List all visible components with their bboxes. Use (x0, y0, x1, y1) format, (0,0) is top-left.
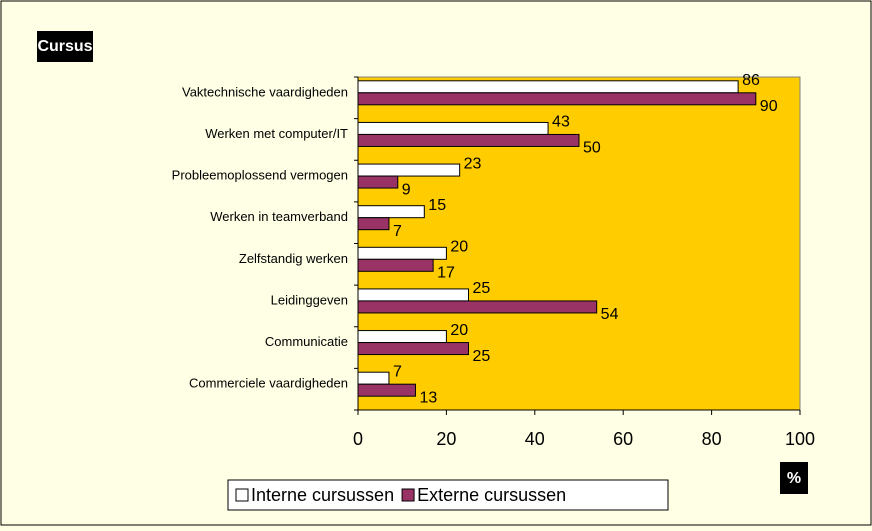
bar (357, 217, 390, 231)
data-label: 7 (393, 363, 402, 380)
data-label: 20 (450, 239, 468, 256)
data-label: 15 (428, 197, 446, 214)
y-tick-label: Leidinggeven (271, 292, 348, 307)
x-tick-label: 80 (702, 429, 722, 449)
legend-swatch (401, 488, 415, 502)
x-axis-label: % (787, 470, 801, 487)
data-label: 13 (419, 389, 437, 406)
bar (357, 288, 469, 302)
bar (357, 92, 757, 106)
bar (357, 258, 434, 272)
data-label: 20 (450, 322, 468, 339)
bar (357, 175, 399, 189)
legend-swatch (235, 488, 249, 502)
legend-label: Interne cursussen (251, 485, 394, 505)
y-tick-label: Commerciele vaardigheden (189, 376, 348, 391)
x-tick-label: 20 (436, 429, 456, 449)
bar (357, 121, 549, 135)
bar (357, 205, 425, 219)
data-label: 43 (552, 114, 570, 131)
x-tick-label: 40 (525, 429, 545, 449)
data-label: 86 (742, 72, 760, 89)
y-tick-label: Werken in teamverband (210, 209, 348, 224)
x-tick-label: 60 (613, 429, 633, 449)
bar (357, 163, 461, 177)
data-label: 54 (601, 306, 619, 323)
x-tick-label: 0 (353, 429, 363, 449)
bar (357, 383, 416, 397)
unit-box (780, 462, 808, 494)
legend (227, 479, 669, 511)
data-label: 17 (437, 265, 455, 282)
bar (357, 330, 447, 344)
data-label: 25 (473, 348, 491, 365)
data-label: 23 (464, 155, 482, 172)
x-tick-label: 100 (785, 429, 815, 449)
data-label: 9 (402, 181, 411, 198)
y-tick-label: Zelfstandig werken (239, 251, 348, 266)
bar (357, 80, 739, 94)
bar (357, 342, 469, 356)
bar (357, 371, 390, 385)
bar (357, 246, 447, 260)
title-box (37, 31, 93, 62)
data-label: 25 (473, 280, 491, 297)
y-tick-label: Vaktechnische vaardigheden (182, 84, 348, 99)
legend-label: Externe cursussen (417, 485, 566, 505)
y-tick-label: Werken met computer/IT (205, 126, 348, 141)
bar (357, 133, 580, 147)
data-label: 50 (583, 140, 601, 157)
bar (357, 300, 598, 314)
data-label: 90 (760, 98, 778, 115)
y-tick-label: Communicatie (265, 334, 348, 349)
data-label: 7 (393, 223, 402, 240)
chart-title: Cursus (37, 38, 92, 55)
y-tick-label: Probleemoplossend vermogen (172, 168, 348, 183)
